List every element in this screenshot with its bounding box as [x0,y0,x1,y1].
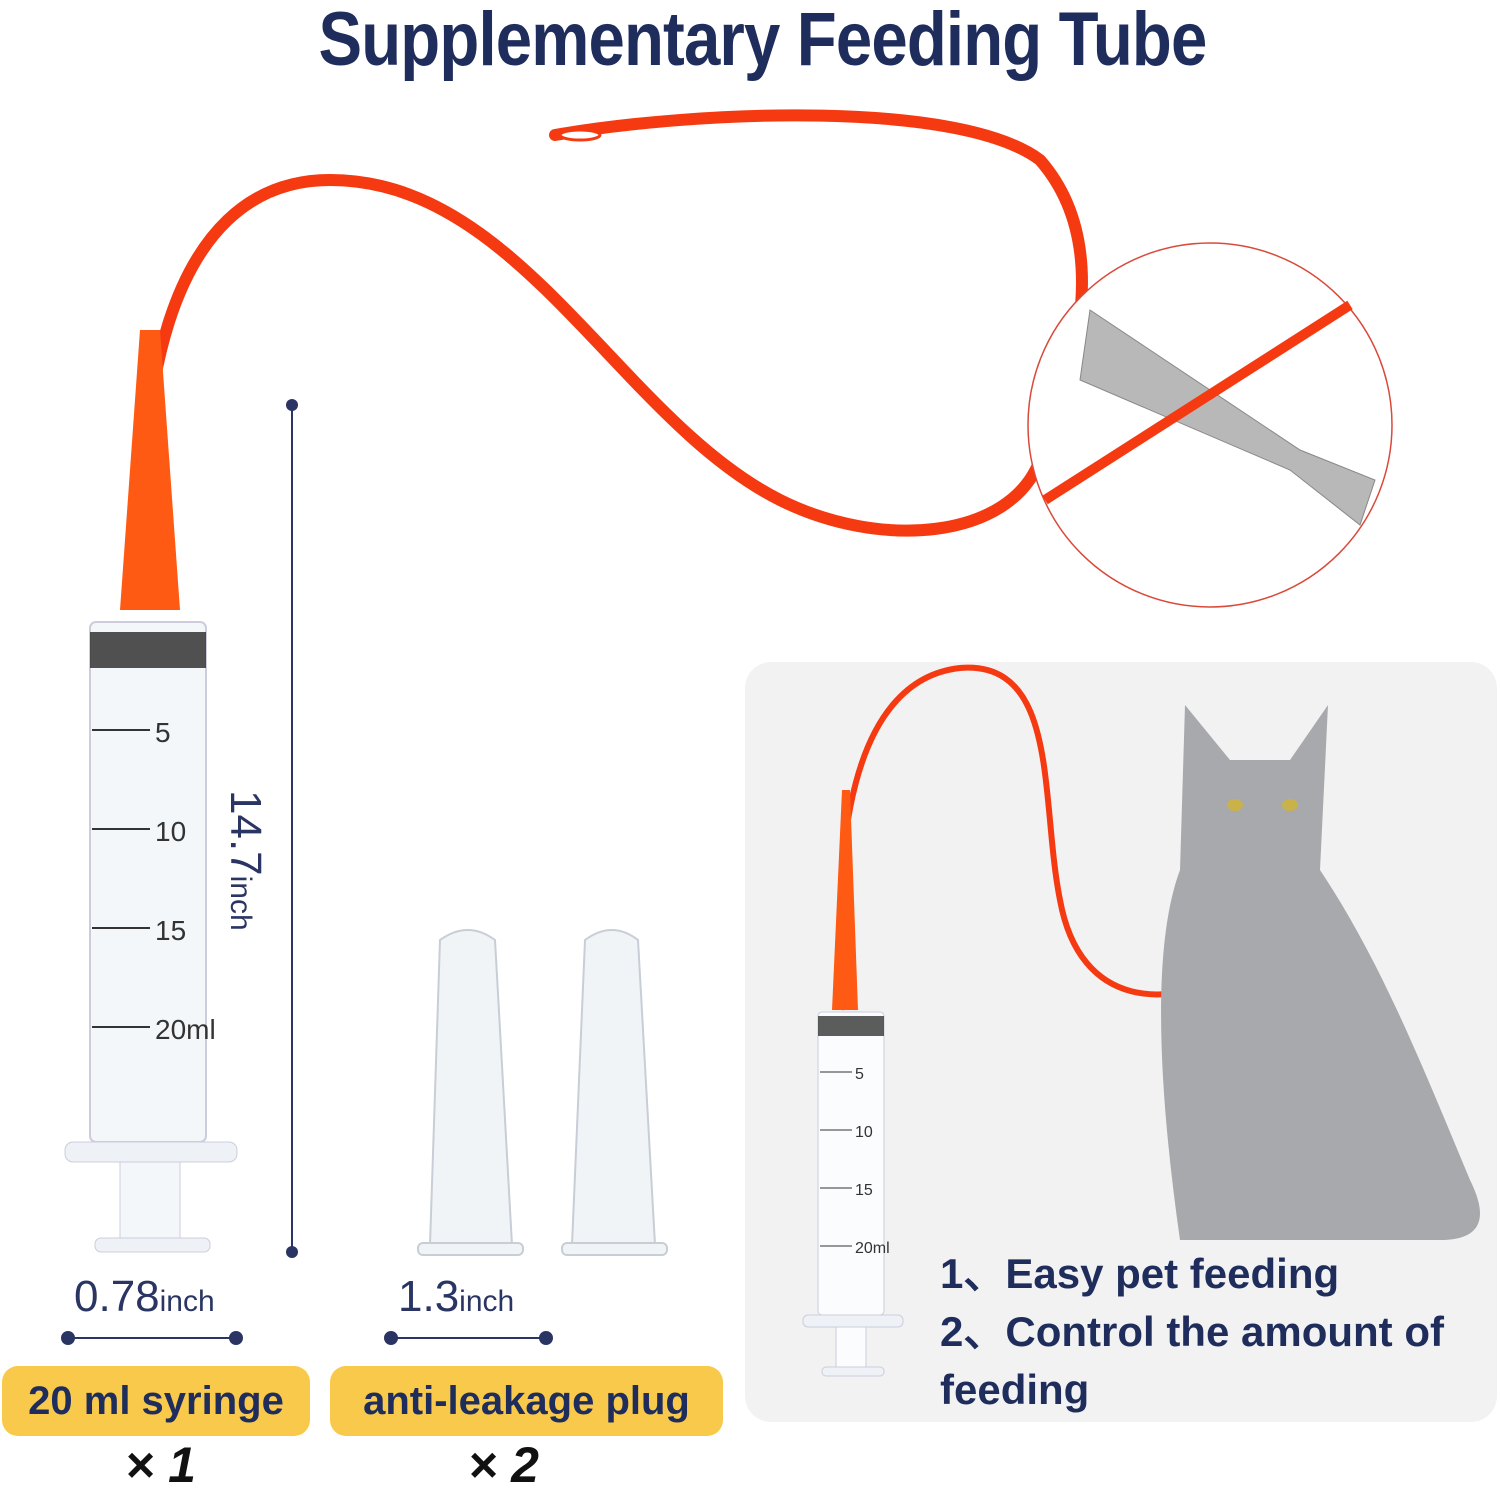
scale-label: 5 [855,1066,864,1083]
scale-label: 10 [855,1124,873,1141]
plug [417,929,668,1256]
plug-width-label: 1.3inch [398,1272,514,1322]
plug-badge: anti-leakage plug [330,1366,723,1436]
width-value: 0.78 [74,1272,160,1321]
scale-label: 15 [155,915,186,946]
scissors-icon [1079,309,1376,526]
length-value: 14.7 [221,790,270,876]
scale-label: 20ml [155,1014,216,1045]
scale-label: 5 [155,717,171,748]
syringe-quantity: × 1 [125,1437,196,1493]
feature-list: 1、Easy pet feeding 2、Control the amount … [940,1245,1444,1419]
feature-item: feeding [940,1366,1090,1413]
width-unit: inch [159,1285,215,1318]
scale-label: 15 [855,1182,873,1199]
syringe-badge: 20 ml syringe [2,1366,310,1436]
cat-image [1161,705,1480,1240]
tube-tip [120,330,180,610]
syringe-width-label: 0.78inch [74,1272,215,1322]
feature-item: 2、Control the amount of [940,1308,1444,1355]
cut-detail-circle [1027,242,1393,608]
tube-length-label: 14.7inch [220,790,270,931]
tube-hole [558,128,602,142]
syringe-20ml: 5 10 15 20ml [64,621,238,1253]
page-title: Supplementary Feeding Tube [318,0,1208,82]
plug-quantity: × 2 [468,1437,539,1493]
feature-item: 1、Easy pet feeding [940,1250,1340,1297]
scale-label: 10 [155,816,186,847]
syringe-small: 5 10 15 20ml [802,1011,904,1377]
width-unit: inch [459,1285,515,1318]
feeding-tube [138,109,1088,606]
length-unit: inch [224,875,257,931]
width-value: 1.3 [398,1272,460,1321]
scale-label: 20ml [855,1240,890,1257]
